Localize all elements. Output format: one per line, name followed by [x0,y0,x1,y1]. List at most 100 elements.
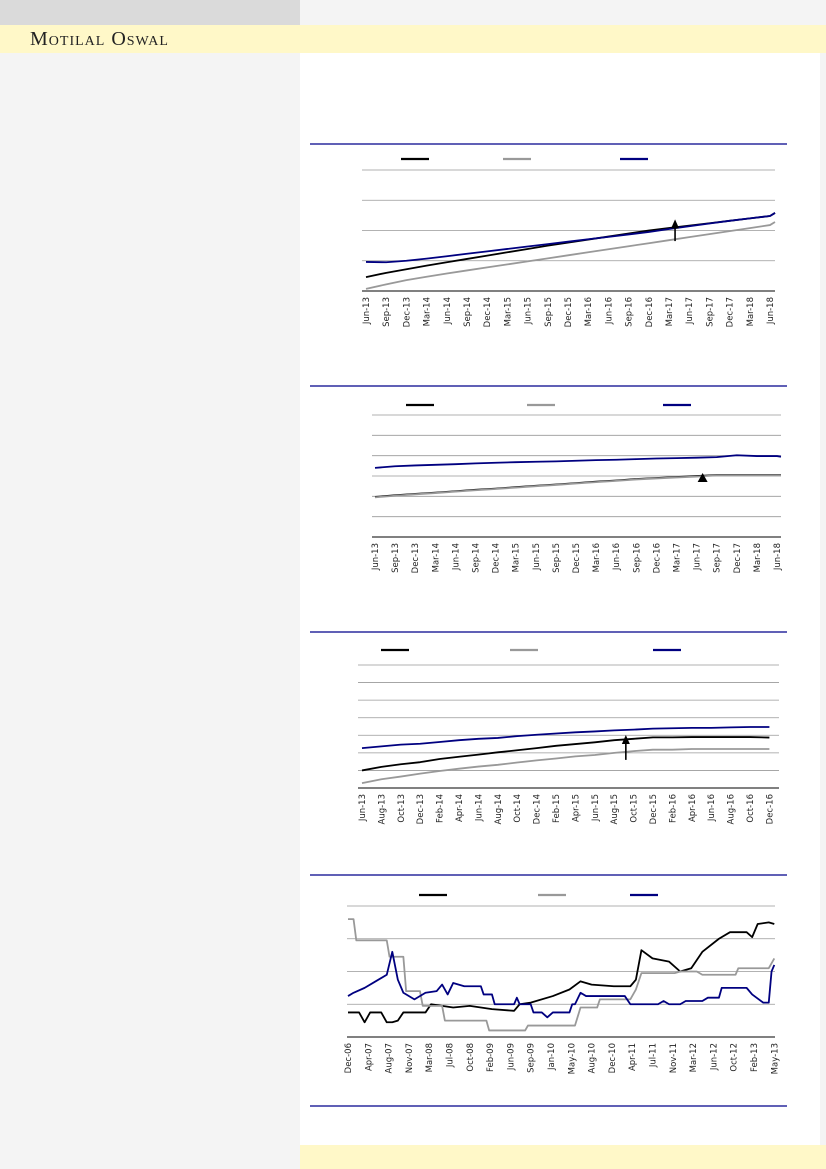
x-tick-label: Dec-13 [402,297,412,327]
x-tick-label: Dec-15 [572,543,582,573]
arrow-up-icon [671,219,680,229]
x-tick-label: Apr-15 [571,794,581,822]
x-tick-label: Nov-07 [405,1043,415,1073]
x-tick-label: May-10 [567,1043,577,1074]
chart-4: Dec-06 Apr-07 Aug-07 Nov-07 Mar-08 Jul-08 Oct-… [310,874,787,1107]
x-tick-label: Jun-14 [443,297,453,325]
x-tick-label: Mar-15 [512,543,522,572]
x-tick-label: Aug-10 [588,1043,598,1073]
x-tick-label: Mar-14 [431,543,441,572]
x-tick-label: Sep-13 [382,297,392,327]
x-tick-label: Nov-11 [669,1043,679,1073]
x-tick-label: Mar-14 [423,297,433,326]
x-tick-label: Oct-16 [746,794,756,823]
triangle-marker-icon [697,473,708,483]
x-tick-label: Jun-14 [451,543,461,571]
x-tick-label: Dec-15 [649,794,659,824]
x-tick-label: Mar-18 [753,543,763,572]
brand-band: Motilal Oswal [0,25,826,53]
x-tick-label: Apr-16 [688,794,698,822]
x-tick-label: Dec-14 [533,794,543,824]
x-tick-label: Mar-08 [425,1043,435,1072]
x-tick-label: Dec-06 [344,1043,354,1073]
x-tick-label: Aug-14 [494,794,504,824]
x-tick-label: Jul-08 [446,1043,456,1068]
x-tick-label: Jun-17 [693,543,703,571]
x-tick-label: Jul-11 [649,1043,659,1068]
x-tick-label: Feb-14 [436,794,446,823]
series-line-1 [361,736,770,772]
x-tick-label: Jun-13 [362,297,372,325]
x-tick-label: Aug-16 [727,794,737,824]
x-tick-label: Dec-16 [765,794,775,824]
x-tick-label: Jun-15 [591,794,601,822]
series-line-2 [348,918,776,1032]
x-tick-label: Mar-12 [689,1043,699,1072]
x-tick-label: Apr-07 [364,1043,374,1071]
x-tick-label: Sep-15 [544,297,554,327]
x-tick-label: Jun-09 [506,1043,516,1071]
x-tick-label: Jun-18 [773,543,783,571]
x-tick-label: Sep-13 [391,543,401,573]
x-tick-label: Jun-17 [685,297,695,325]
x-tick-label: Oct-13 [397,794,407,823]
series-line-3 [365,212,776,264]
chart-3: Jun-13 Aug-13 Oct-13 Dec-13 Feb-14 Apr-14 Jun-… [310,631,787,824]
series-line-2 [365,221,776,290]
chart-1: Jun-13 Sep-13 Dec-13 Mar-14 Jun-14 Sep-14 Dec-… [310,143,787,327]
left-sidebar [0,53,300,1169]
x-tick-label: Feb-15 [552,794,562,823]
footer-band [300,1145,826,1169]
x-tick-label: Dec-16 [652,543,662,573]
x-tick-label: Jun-16 [604,297,614,325]
x-tick-label: Sep-09 [527,1043,537,1073]
x-tick-label: Dec-17 [726,297,736,327]
x-tick-label: May-13 [770,1043,780,1074]
x-tick-label: Dec-15 [564,297,574,327]
series-line-2 [374,474,781,499]
x-tick-label: Sep-14 [463,297,473,327]
x-tick-label: Mar-18 [746,297,756,326]
x-tick-label: Mar-15 [503,297,513,326]
x-tick-label: Mar-17 [665,297,675,326]
x-tick-label: Oct-08 [466,1043,476,1072]
main-content [300,53,820,1145]
series-line-2 [361,748,770,784]
x-tick-label: Mar-17 [673,543,683,572]
x-tick-label: Jun-15 [532,543,542,571]
x-tick-label: Jun-13 [358,794,368,822]
x-tick-label: Aug-07 [385,1043,395,1073]
series-line-3 [361,726,770,750]
x-tick-label: Aug-13 [377,794,387,824]
chart-2: Jun-13 Sep-13 Dec-13 Mar-14 Jun-14 Sep-14 Dec-… [310,385,787,573]
x-tick-label: Dec-13 [411,543,421,573]
x-tick-label: Jan-10 [547,1043,557,1071]
x-tick-label: Jun-14 [474,794,484,822]
x-tick-label: Sep-16 [625,297,635,327]
x-tick-label: Dec-17 [733,543,743,573]
brand-logo-text: Motilal Oswal [30,28,169,50]
series-line-1 [348,921,775,1024]
x-tick-label: Jun-12 [709,1043,719,1071]
x-tick-label: Mar-16 [584,297,594,326]
x-tick-label: Sep-15 [552,543,562,573]
x-tick-label: Dec-10 [608,1043,618,1073]
x-tick-label: Sep-16 [632,543,642,573]
x-tick-label: Dec-14 [483,297,493,327]
x-tick-label: Dec-13 [416,794,426,824]
x-tick-label: Sep-17 [705,297,715,327]
x-tick-label: Jun-15 [524,297,534,325]
x-tick-label: Jun-18 [766,297,776,325]
x-tick-label: Dec-14 [492,543,502,573]
x-tick-label: Sep-14 [472,543,482,573]
x-tick-label: Oct-15 [630,794,640,823]
x-tick-label: Dec-16 [645,297,655,327]
x-tick-label: Oct-14 [513,794,523,823]
x-tick-label: Aug-15 [610,794,620,824]
x-tick-label: Feb-13 [750,1043,760,1072]
x-tick-label: Feb-16 [668,794,678,823]
x-tick-label: Jun-16 [707,794,717,822]
header-gray-band [0,0,300,25]
header-right-band [300,0,826,25]
